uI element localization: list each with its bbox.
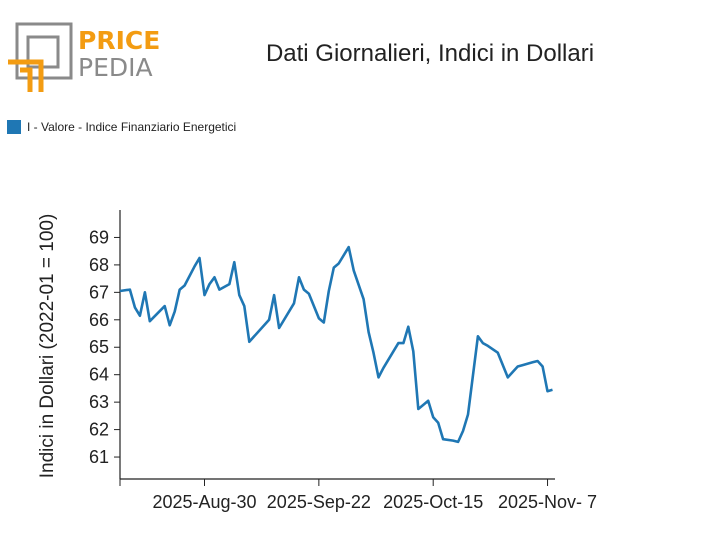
x-ticks: 2025-Aug-30 2025-Sep-22 2025-Oct-15 2025-No… bbox=[119, 479, 597, 512]
y-tick-label: 63 bbox=[89, 392, 109, 412]
y-axis-label: Indici in Dollari (2022-01 = 100) bbox=[37, 214, 58, 479]
y-tick-label: 61 bbox=[89, 447, 109, 467]
y-tick-label: 62 bbox=[89, 420, 109, 440]
axes bbox=[119, 210, 555, 480]
x-tick-label: 2025-Nov- 7 bbox=[498, 492, 597, 512]
x-tick-label: 2025-Aug-30 bbox=[152, 492, 256, 512]
series-line bbox=[119, 245, 553, 444]
y-ticks: 61 62 63 64 65 66 67 68 69 bbox=[89, 227, 120, 467]
x-tick-label: 2025-Oct-15 bbox=[383, 492, 483, 512]
legend: I - Valore - Indice Finanziario Energeti… bbox=[7, 118, 236, 136]
pricepedia-logo: PRICE PEDIA bbox=[8, 22, 168, 94]
logo-mark-icon: PRICE PEDIA bbox=[8, 22, 160, 92]
x-tick-label: 2025-Sep-22 bbox=[267, 492, 371, 512]
chart-title: Dati Giornalieri, Indici in Dollari bbox=[265, 40, 595, 67]
series-lines bbox=[119, 245, 553, 444]
logo-word-pedia: PEDIA bbox=[78, 53, 153, 82]
y-tick-label: 68 bbox=[89, 255, 109, 275]
y-tick-label: 66 bbox=[89, 310, 109, 330]
y-tick-label: 65 bbox=[89, 337, 109, 357]
legend-swatch bbox=[7, 120, 21, 134]
y-tick-label: 69 bbox=[89, 227, 109, 247]
logo-word-price: PRICE bbox=[78, 26, 160, 55]
y-tick-label: 64 bbox=[89, 365, 109, 385]
legend-label: I - Valore - Indice Finanziario Energeti… bbox=[27, 120, 237, 134]
y-tick-label: 67 bbox=[89, 282, 109, 302]
